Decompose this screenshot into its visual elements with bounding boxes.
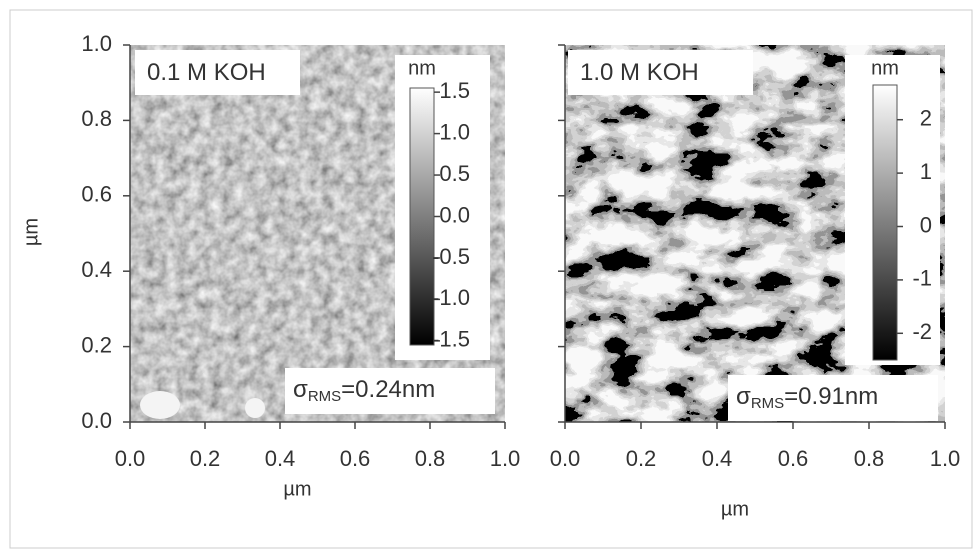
rms-subscript: RMS [308,388,341,405]
colorbar-tick-label: -1.5 [432,327,470,352]
y-tick-label: 1.0 [81,31,112,56]
colorbar-tick-label: -1 [912,266,932,291]
particle [245,398,265,418]
annotation-box [135,50,300,95]
y-tick-label: 0.6 [81,182,112,207]
x-axis-label: µm [721,498,749,520]
y-tick-label: 0.4 [81,257,112,282]
x-tick-label: 0.2 [626,446,657,471]
colorbar-label: nm [408,57,436,79]
rms-label: σRMS=0.91nm [736,383,878,412]
rms-value: =0.24nm [341,376,435,403]
y-tick-label: 0.2 [81,332,112,357]
colorbar-tick-label: 0.0 [439,202,470,227]
rms-symbol: σ [293,376,308,403]
x-tick-label: 0.4 [702,446,733,471]
x-tick-label: 0.8 [854,446,885,471]
x-axis-label: µm [283,478,311,500]
x-tick-label: 0.4 [265,446,296,471]
colorbar-tick-label: -2 [912,319,932,344]
rms-value: =0.91nm [784,383,878,410]
y-tick-label: 0.0 [81,408,112,433]
x-tick-label: 0.2 [190,446,221,471]
colorbar-tick-label: 2 [920,106,932,131]
y-axis-label: µm [20,218,42,246]
colorbar-tick-label: 1.5 [439,78,470,103]
particle [140,391,180,419]
rms-box [728,375,938,421]
annotation: 0.1 M KOH [147,59,266,86]
x-tick-label: 1.0 [490,446,521,471]
x-tick-label: 0.0 [550,446,581,471]
x-tick-label: 0.0 [115,446,146,471]
x-tick-label: 0.8 [415,446,446,471]
rms-label: σRMS=0.24nm [293,376,435,405]
annotation: 1.0 M KOH [580,59,699,86]
rms-subscript: RMS [751,395,784,412]
rms-box [285,368,495,414]
x-tick-label: 0.6 [340,446,371,471]
rms-symbol: σ [736,383,751,410]
colorbar [872,84,898,361]
colorbar-tick-label: 0.5 [439,161,470,186]
colorbar-tick-label: -0.5 [432,244,470,269]
annotation-box [568,50,753,95]
colorbar [409,87,435,346]
x-tick-label: 1.0 [930,446,961,471]
colorbar-tick-label: 0 [920,212,932,237]
colorbar-tick-label: -1.0 [432,285,470,310]
frame [9,9,973,549]
y-tick-label: 0.8 [81,106,112,131]
colorbar-tick-label: 1.0 [439,119,470,144]
colorbar-label: nm [871,57,899,79]
colorbar-tick-label: 1 [920,159,932,184]
x-tick-label: 0.6 [778,446,809,471]
